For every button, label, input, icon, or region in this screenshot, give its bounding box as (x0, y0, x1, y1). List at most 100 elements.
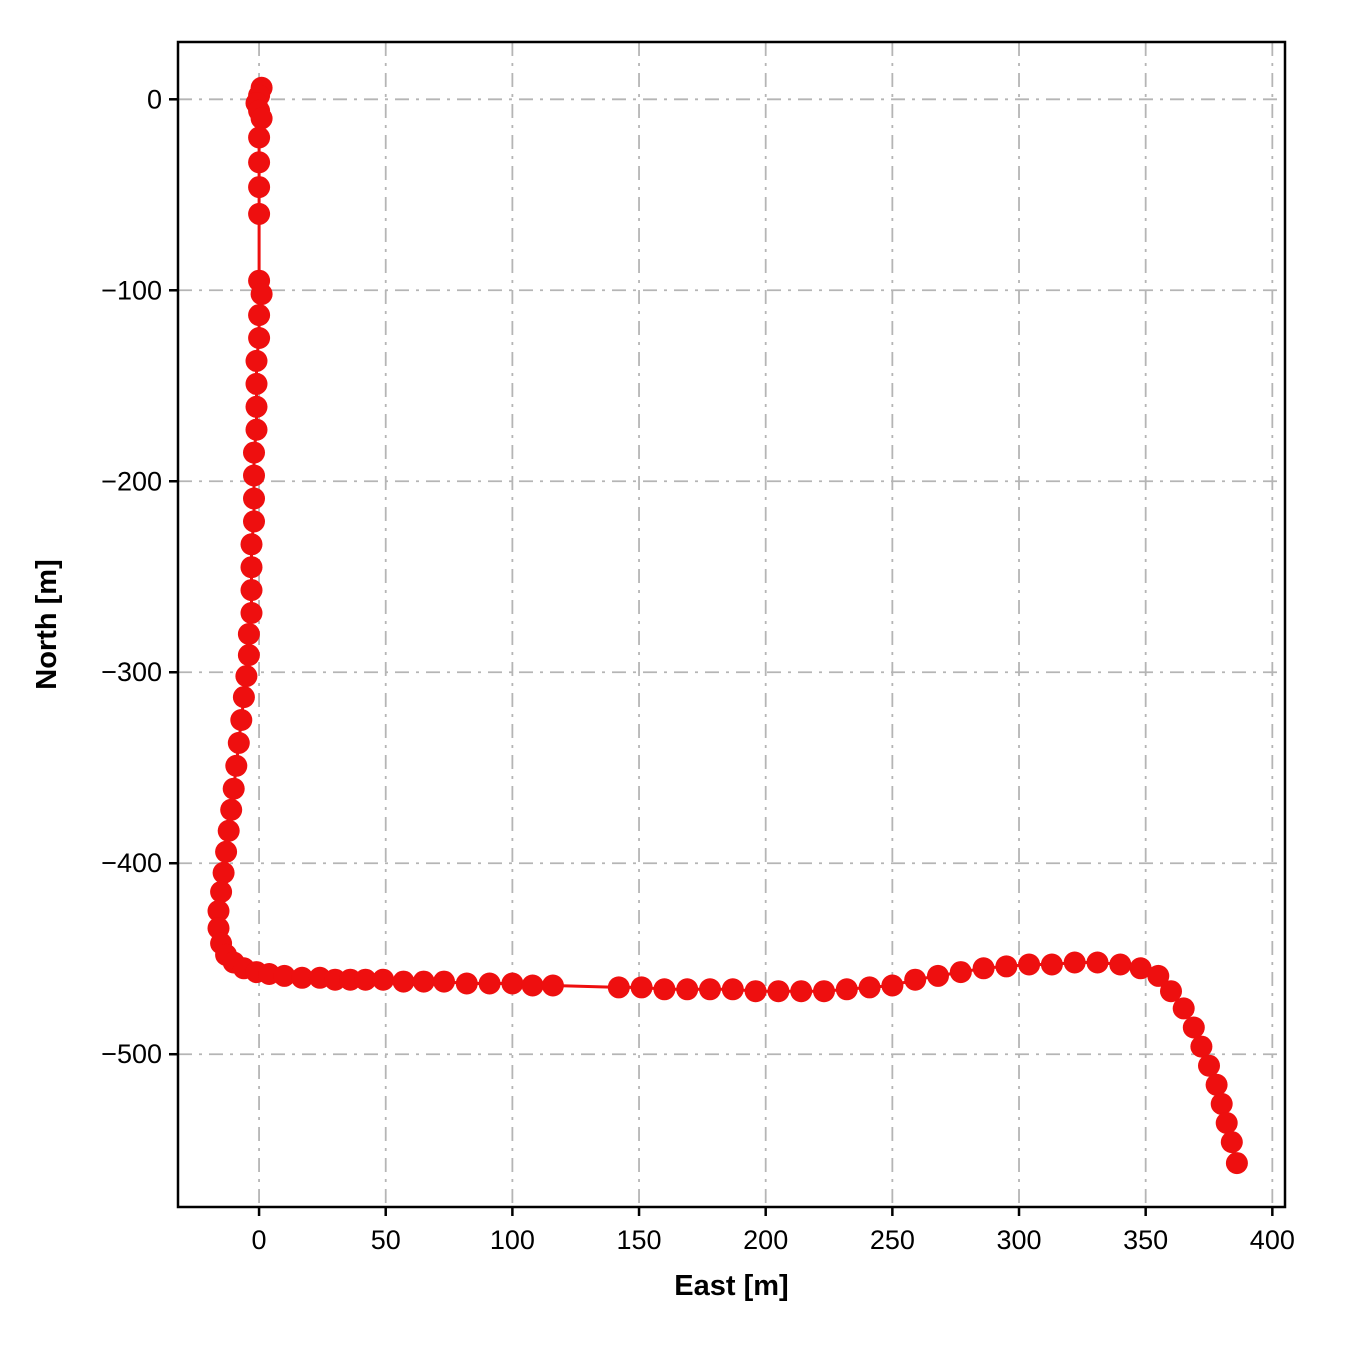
x-tick-label: 50 (371, 1225, 401, 1255)
data-point (1018, 953, 1041, 976)
x-tick-label: 250 (870, 1225, 915, 1255)
data-point (699, 978, 721, 1001)
data-point (1129, 957, 1152, 980)
data-point (232, 686, 255, 709)
data-point (248, 304, 271, 327)
x-tick-label: 0 (252, 1225, 267, 1255)
data-point (240, 533, 263, 556)
data-point (433, 970, 455, 993)
x-axis-label: East [m] (674, 1270, 788, 1302)
x-tick-labels: 0 50 100 150 200 250 300 350 400 (252, 1225, 1295, 1255)
data-point (220, 798, 243, 821)
data-point (1086, 951, 1109, 974)
data-point (222, 777, 245, 800)
data-point (227, 731, 250, 754)
y-tick-label: −200 (101, 466, 162, 496)
data-point (248, 176, 271, 199)
x-tick-label: 200 (743, 1225, 788, 1255)
data-point (501, 972, 524, 995)
axis-ticks (169, 98, 1274, 1216)
data-point (478, 972, 501, 995)
x-tick-label: 300 (996, 1225, 1041, 1255)
data-point (881, 974, 904, 997)
data-point (653, 978, 676, 1001)
data-point (813, 980, 835, 1003)
data-point (243, 510, 265, 533)
data-point (1147, 964, 1170, 987)
data-point (744, 980, 767, 1003)
data-point (248, 151, 271, 174)
data-point (1109, 953, 1132, 976)
data-point (1225, 1152, 1248, 1175)
data-point (248, 126, 271, 149)
data-point (215, 840, 238, 863)
data-point (972, 957, 995, 980)
data-point (835, 978, 858, 1001)
data-point (235, 665, 258, 688)
plot-frame (176, 40, 1287, 1209)
data-point (212, 861, 235, 884)
y-axis-label: North [m] (31, 559, 63, 689)
data-point (273, 964, 296, 987)
data-point (243, 487, 265, 510)
data-point (1063, 951, 1086, 974)
data-point (243, 464, 265, 487)
data-point (1215, 1112, 1238, 1134)
y-tick-label: −400 (101, 848, 162, 878)
data-point (858, 976, 881, 999)
data-point (790, 980, 813, 1003)
data-point (207, 900, 230, 922)
data-point (607, 976, 630, 999)
data-point (217, 819, 240, 842)
data-point (676, 978, 699, 1001)
data-point (248, 327, 271, 349)
data-point (630, 976, 653, 999)
data-point (243, 441, 265, 464)
data-point (1182, 1016, 1205, 1039)
data-point (455, 972, 478, 995)
data-point (240, 602, 263, 624)
data-point (1040, 953, 1063, 976)
data-point (1220, 1131, 1243, 1154)
data-point (904, 968, 927, 991)
y-tick-label: −100 (101, 275, 162, 305)
data-point (324, 968, 347, 991)
data-point (291, 966, 314, 989)
data-point (995, 955, 1018, 978)
y-tick-labels: 0 −100 −200 −300 −400 −500 (101, 84, 162, 1069)
data-point (245, 418, 268, 441)
data-point (250, 283, 273, 306)
data-point (354, 968, 377, 991)
trajectory-line (217, 86, 1239, 1165)
data-point (1172, 997, 1195, 1020)
x-tick-label: 150 (617, 1225, 662, 1255)
data-point (541, 974, 564, 997)
data-point (1210, 1092, 1233, 1115)
data-point (230, 709, 253, 731)
y-tick-label: −300 (101, 657, 162, 687)
data-point (245, 349, 268, 372)
data-point (392, 970, 415, 993)
data-point (240, 556, 263, 579)
y-tick-label: 0 (147, 84, 162, 114)
x-tick-label: 100 (490, 1225, 535, 1255)
data-point (237, 644, 260, 667)
data-point (245, 395, 268, 418)
data-point (210, 880, 233, 903)
data-point (245, 372, 268, 395)
data-point (412, 970, 435, 993)
data-point (1190, 1035, 1213, 1058)
data-point (250, 107, 273, 130)
data-point (339, 968, 362, 991)
data-point (1198, 1054, 1220, 1077)
data-point (237, 623, 260, 645)
data-point (1160, 980, 1182, 1003)
data-point (721, 978, 744, 1001)
gridlines (178, 42, 1285, 1207)
data-point (767, 980, 790, 1003)
y-tick-label: −500 (101, 1039, 162, 1069)
x-tick-label: 350 (1123, 1225, 1168, 1255)
data-point (240, 579, 263, 602)
